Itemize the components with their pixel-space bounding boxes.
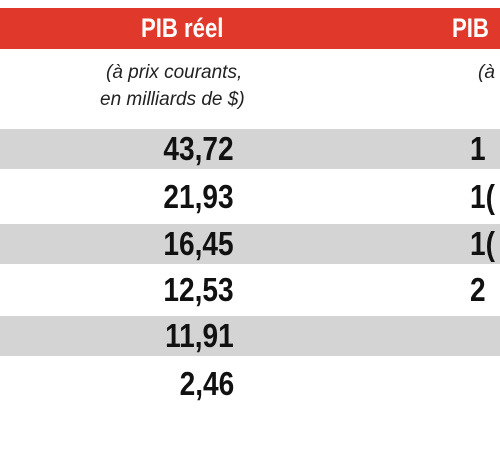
cell-real-gdp: 21,93 bbox=[163, 178, 234, 215]
cell-gdp-2 bbox=[470, 316, 496, 356]
column2-subheader-line1: (à bbox=[478, 62, 495, 83]
cell-real-gdp: 11,91 bbox=[165, 317, 234, 354]
cell-gdp-2: 1( bbox=[470, 178, 495, 215]
cell-real-gdp: 12,53 bbox=[163, 271, 234, 308]
column-subheader-line1: (à prix courants, bbox=[106, 62, 243, 83]
column-header-gdp-2: PIB bbox=[452, 13, 489, 43]
cell-gdp-2 bbox=[470, 364, 496, 404]
table-row: 2,46 bbox=[0, 364, 500, 404]
cell-real-gdp: 43,72 bbox=[163, 130, 234, 167]
table-header-bar bbox=[0, 8, 500, 49]
cell-real-gdp: 16,45 bbox=[163, 225, 234, 262]
table-row: 16,45 1( bbox=[0, 224, 500, 264]
table-row: 12,53 2 bbox=[0, 270, 500, 310]
table-row: 11,91 bbox=[0, 316, 500, 356]
column-subheader-line2: en milliards de $) bbox=[100, 89, 245, 110]
column-header-real-gdp: PIB réel bbox=[141, 13, 224, 43]
cell-real-gdp: 2,46 bbox=[179, 365, 234, 402]
cell-gdp-2: 1 bbox=[470, 130, 486, 167]
table-row: 21,93 1( bbox=[0, 177, 500, 217]
table-row: 43,72 1 bbox=[0, 129, 500, 169]
cell-gdp-2: 1( bbox=[470, 225, 495, 262]
cell-gdp-2: 2 bbox=[470, 271, 486, 308]
